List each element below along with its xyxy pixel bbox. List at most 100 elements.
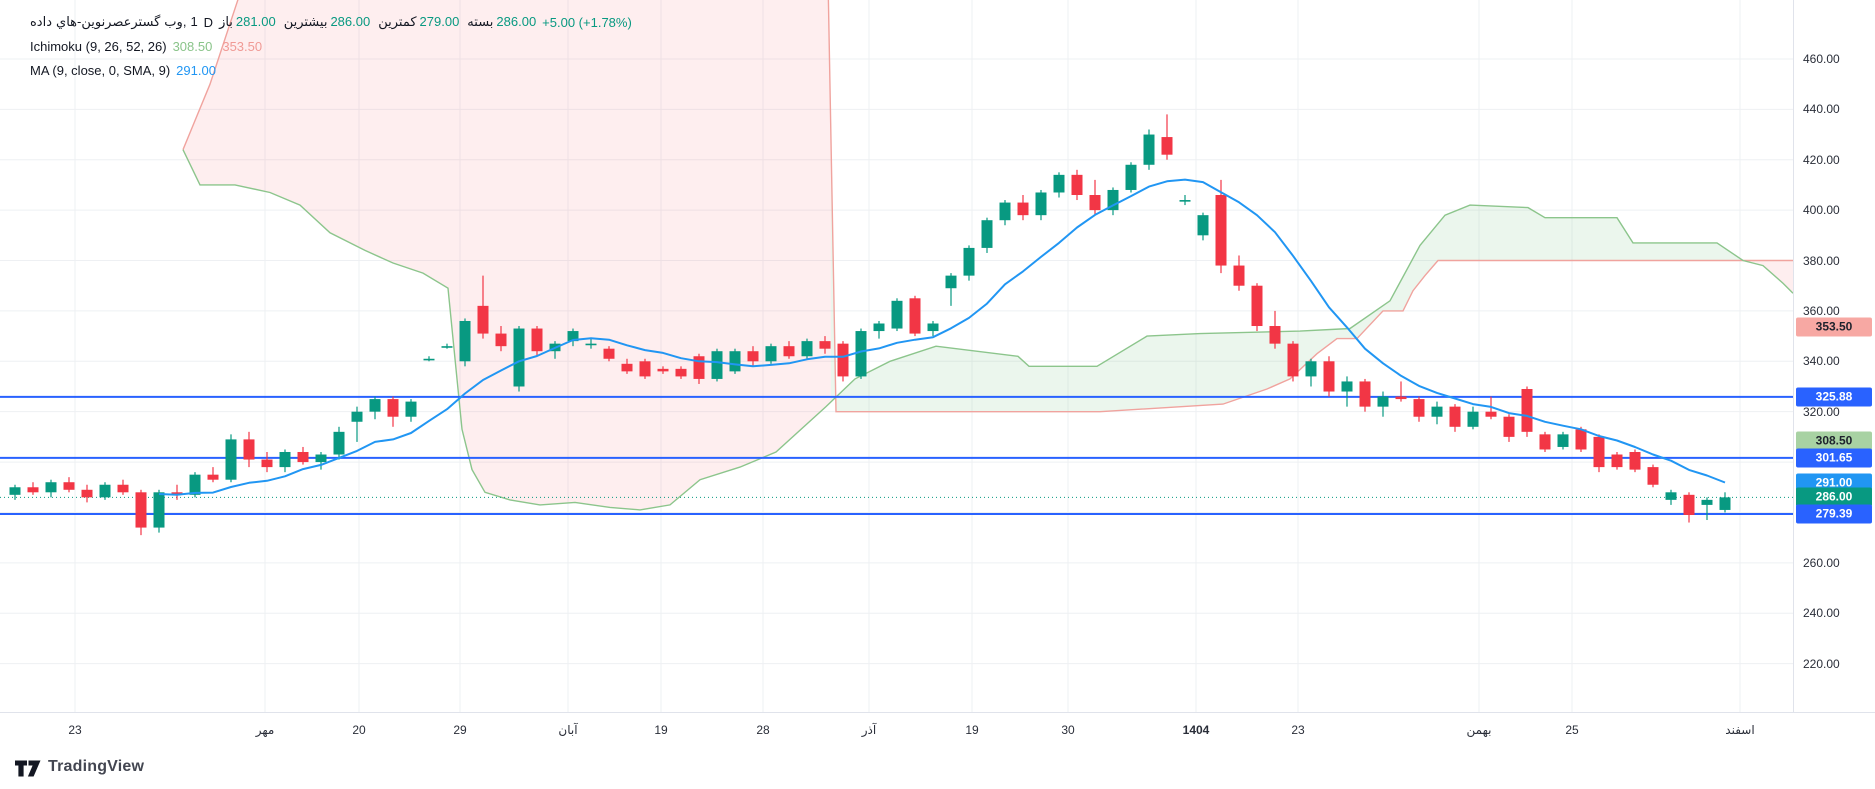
price-tick-label: 420.00: [1803, 152, 1840, 167]
price-badge-301.65[interactable]: 301.65: [1796, 448, 1872, 468]
ma-line[interactable]: [158, 178, 1726, 496]
candle: [81, 489, 93, 498]
candle: [243, 439, 255, 460]
time-tick-label[interactable]: اسفند: [1725, 722, 1755, 737]
candle: [99, 484, 111, 498]
ohlc-field: بسته 286.00: [467, 14, 537, 29]
symbol-title[interactable]: داده گسترعصرنوين-هاي وب, 1: [30, 14, 198, 29]
candle: [1071, 174, 1083, 196]
candle: [171, 492, 183, 495]
candle: [1143, 134, 1155, 165]
candle: [1503, 416, 1515, 437]
candle: [1305, 361, 1317, 377]
candle: [1521, 389, 1533, 432]
candle: [333, 431, 345, 455]
time-tick-label[interactable]: 19: [654, 722, 668, 737]
ichimoku-values: 308.50 353.50: [173, 39, 263, 54]
price-axis[interactable]: 460.00 440.00 420.00 400.00 380.00 360.00 340.…: [1793, 0, 1875, 712]
candle: [693, 356, 705, 379]
candle: [495, 333, 507, 347]
time-tick-label[interactable]: 30: [1061, 722, 1075, 737]
candle: [1179, 200, 1191, 202]
price-tick-label: 340.00: [1803, 354, 1840, 369]
candle: [567, 331, 579, 342]
time-tick-label[interactable]: 23: [1291, 722, 1305, 737]
ohlc-field: بیشترین 286.00: [283, 14, 371, 29]
candle: [837, 343, 849, 377]
interval-label[interactable]: D: [203, 14, 214, 30]
price-tick-label: 360.00: [1803, 303, 1840, 318]
time-tick-label[interactable]: آبان: [558, 722, 578, 737]
ichimoku-study-name[interactable]: Ichimoku (9, 26, 52, 26): [30, 38, 167, 54]
candle: [1431, 406, 1443, 417]
candle: [1683, 494, 1695, 515]
candle: [297, 451, 309, 463]
price-badge-308.50[interactable]: 308.50: [1796, 431, 1872, 451]
candle: [135, 492, 147, 528]
candle: [315, 454, 327, 463]
candle: [945, 275, 957, 289]
candle: [1089, 195, 1101, 211]
time-tick-label[interactable]: 29: [453, 722, 467, 737]
price-tick-label: 380.00: [1803, 253, 1840, 268]
tradingview-logo[interactable]: TradingView: [15, 757, 144, 777]
price-badge-291.00[interactable]: 291.00: [1796, 473, 1872, 493]
candle: [1467, 411, 1479, 427]
price-badge-279.39[interactable]: 279.39: [1796, 504, 1872, 524]
legend-symbol-row[interactable]: داده گسترعصرنوين-هاي وب, 1 D باز 281.00 بیشتر…: [30, 10, 632, 34]
legend-ma-row[interactable]: MA (9, close, 0, SMA, 9) 291.00: [30, 58, 632, 82]
ma-study-name[interactable]: MA (9, close, 0, SMA, 9): [30, 62, 171, 78]
price-tick-label: 240.00: [1803, 606, 1840, 621]
ohlc-values: باز 281.00 بیشترین 286.00 کمترین 279.00 بسته 28…: [219, 14, 536, 30]
candle: [927, 323, 939, 332]
time-tick-label[interactable]: بهمن: [1466, 722, 1492, 737]
candle: [1701, 499, 1713, 505]
change-value: +5.00 (+1.78%): [542, 14, 632, 30]
chart-legend[interactable]: داده گسترعصرنوين-هاي وب, 1 D باز 281.00 بیشتر…: [30, 10, 632, 82]
candle: [369, 399, 381, 412]
legend-ichimoku-row[interactable]: Ichimoku (9, 26, 52, 26) 308.50 353.50: [30, 34, 632, 58]
time-tick-label[interactable]: 23: [68, 722, 82, 737]
ichimoku-value: 353.50: [222, 38, 263, 54]
tradingview-logo-icon: [15, 760, 41, 777]
price-badge-353.50[interactable]: 353.50: [1796, 317, 1872, 337]
time-tick-label[interactable]: 28: [756, 722, 770, 737]
candle: [441, 346, 453, 348]
candle: [1233, 265, 1245, 286]
candle: [207, 474, 219, 480]
candle: [1593, 436, 1605, 468]
candle: [621, 363, 633, 372]
candle: [261, 459, 273, 468]
candle: [513, 328, 525, 387]
time-tick-label[interactable]: 25: [1565, 722, 1579, 737]
candle: [423, 358, 435, 361]
time-axis[interactable]: 23 مهر 20 29 آبان 19 28 آذر 19 30 1404 23 بهمن 25 اسفن…: [0, 712, 1875, 747]
time-tick-label[interactable]: آذر: [861, 722, 877, 737]
candle: [1719, 497, 1731, 510]
ohlc-field: باز 281.00: [219, 14, 276, 29]
candle: [765, 346, 777, 362]
candle: [531, 328, 543, 352]
candle: [639, 361, 651, 377]
candle: [1413, 399, 1425, 417]
ohlc-field: کمترین 279.00: [378, 14, 460, 29]
time-tick-label[interactable]: 19: [965, 722, 979, 737]
chart-plot-area[interactable]: [0, 0, 1793, 712]
candle: [603, 348, 615, 359]
candle: [1053, 174, 1065, 193]
candle: [1539, 434, 1551, 450]
ichimoku-cloud: [182, 0, 1793, 511]
candle: [351, 411, 363, 422]
price-tick-label: 320.00: [1803, 404, 1840, 419]
time-tick-label[interactable]: مهر: [255, 722, 275, 737]
candle: [747, 351, 759, 362]
time-tick-label[interactable]: 20: [352, 722, 366, 737]
price-chart[interactable]: [0, 0, 1793, 712]
price-badge-286.00[interactable]: 286.00: [1796, 487, 1872, 507]
time-tick-label[interactable]: 1404: [1182, 722, 1210, 737]
candle: [1251, 285, 1263, 327]
price-badge-325.88[interactable]: 325.88: [1796, 387, 1872, 407]
ichimoku-value: 308.50: [172, 38, 213, 54]
candle: [711, 351, 723, 379]
candle: [1035, 192, 1047, 216]
